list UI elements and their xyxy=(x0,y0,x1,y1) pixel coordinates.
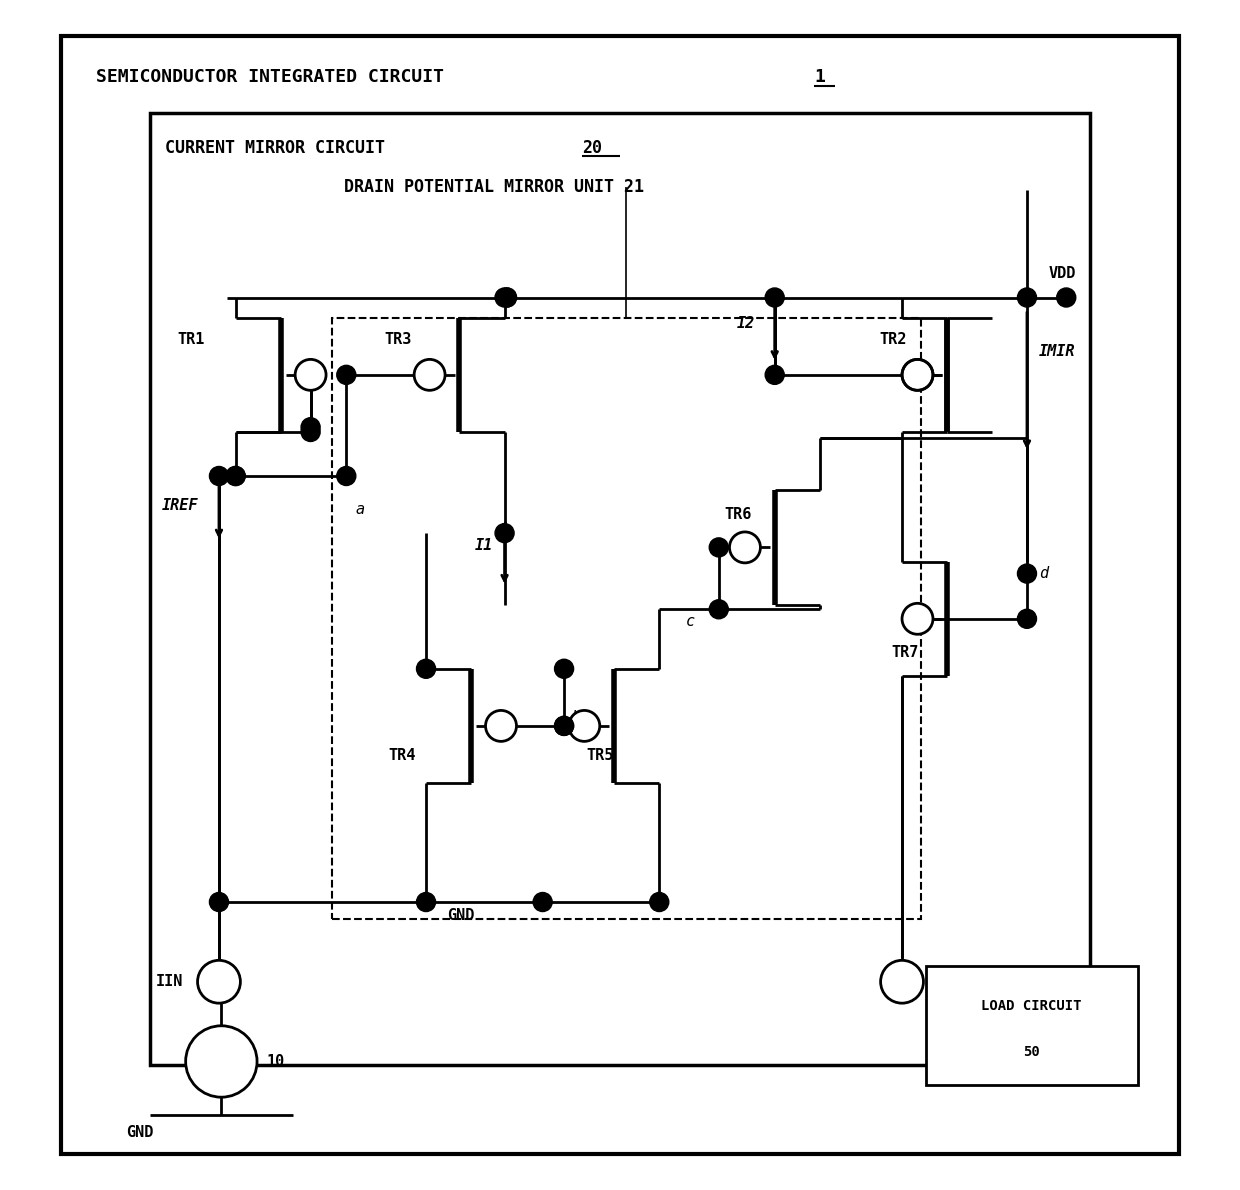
Circle shape xyxy=(1056,288,1076,307)
Circle shape xyxy=(226,466,246,486)
Circle shape xyxy=(569,710,600,741)
Text: d: d xyxy=(1039,566,1048,581)
Circle shape xyxy=(210,466,228,486)
Circle shape xyxy=(1018,288,1037,307)
Circle shape xyxy=(495,524,515,543)
Circle shape xyxy=(414,359,445,390)
Text: TR3: TR3 xyxy=(384,332,412,346)
Circle shape xyxy=(901,603,932,634)
Text: 20: 20 xyxy=(582,138,601,157)
Circle shape xyxy=(337,466,356,486)
Circle shape xyxy=(495,288,515,307)
Circle shape xyxy=(497,288,517,307)
Circle shape xyxy=(337,365,356,384)
Text: I2: I2 xyxy=(737,317,755,331)
Text: SEMICONDUCTOR INTEGRATED CIRCUIT: SEMICONDUCTOR INTEGRATED CIRCUIT xyxy=(97,68,455,87)
Circle shape xyxy=(765,365,784,384)
FancyBboxPatch shape xyxy=(150,113,1090,1065)
Circle shape xyxy=(301,418,320,437)
Text: TR7: TR7 xyxy=(892,645,919,659)
Circle shape xyxy=(554,716,574,735)
Circle shape xyxy=(729,532,760,563)
Circle shape xyxy=(417,892,435,912)
Circle shape xyxy=(554,659,574,678)
Text: GND: GND xyxy=(448,908,475,923)
Circle shape xyxy=(417,659,435,678)
Text: 10: 10 xyxy=(267,1054,285,1069)
Circle shape xyxy=(709,538,728,557)
Text: c: c xyxy=(686,614,694,628)
Text: TR1: TR1 xyxy=(177,332,205,346)
Text: LOAD CIRCUIT: LOAD CIRCUIT xyxy=(982,998,1083,1013)
Circle shape xyxy=(210,892,228,912)
Circle shape xyxy=(901,359,932,390)
Text: I1: I1 xyxy=(475,538,494,552)
Circle shape xyxy=(486,710,517,741)
Text: TR4: TR4 xyxy=(388,749,415,763)
Circle shape xyxy=(765,288,784,307)
Circle shape xyxy=(186,1026,257,1097)
Text: TR6: TR6 xyxy=(724,507,753,521)
Circle shape xyxy=(1018,609,1037,628)
Text: VDD: VDD xyxy=(1048,267,1076,281)
Text: 1: 1 xyxy=(813,68,825,87)
Text: IREF: IREF xyxy=(162,499,198,513)
Circle shape xyxy=(301,422,320,441)
Circle shape xyxy=(197,960,241,1003)
Circle shape xyxy=(880,960,924,1003)
Text: IMIR: IMIR xyxy=(1039,344,1075,358)
Text: b: b xyxy=(572,710,580,725)
Circle shape xyxy=(533,892,552,912)
Circle shape xyxy=(650,892,668,912)
Text: 50: 50 xyxy=(1023,1045,1040,1059)
Circle shape xyxy=(554,716,574,735)
Text: IIN: IIN xyxy=(156,975,184,989)
Text: DRAIN POTENTIAL MIRROR UNIT 21: DRAIN POTENTIAL MIRROR UNIT 21 xyxy=(343,177,644,196)
Text: TR5: TR5 xyxy=(587,749,614,763)
Circle shape xyxy=(901,359,932,390)
Circle shape xyxy=(226,466,246,486)
Text: a: a xyxy=(356,502,365,516)
Text: GND: GND xyxy=(126,1125,154,1140)
Text: CURRENT MIRROR CIRCUIT: CURRENT MIRROR CIRCUIT xyxy=(165,138,396,157)
FancyBboxPatch shape xyxy=(926,966,1137,1085)
Circle shape xyxy=(1018,564,1037,583)
FancyBboxPatch shape xyxy=(61,36,1179,1154)
Text: TR2: TR2 xyxy=(879,332,906,346)
Circle shape xyxy=(709,600,728,619)
Circle shape xyxy=(497,288,517,307)
Circle shape xyxy=(295,359,326,390)
Text: IOUT: IOUT xyxy=(1011,975,1047,989)
